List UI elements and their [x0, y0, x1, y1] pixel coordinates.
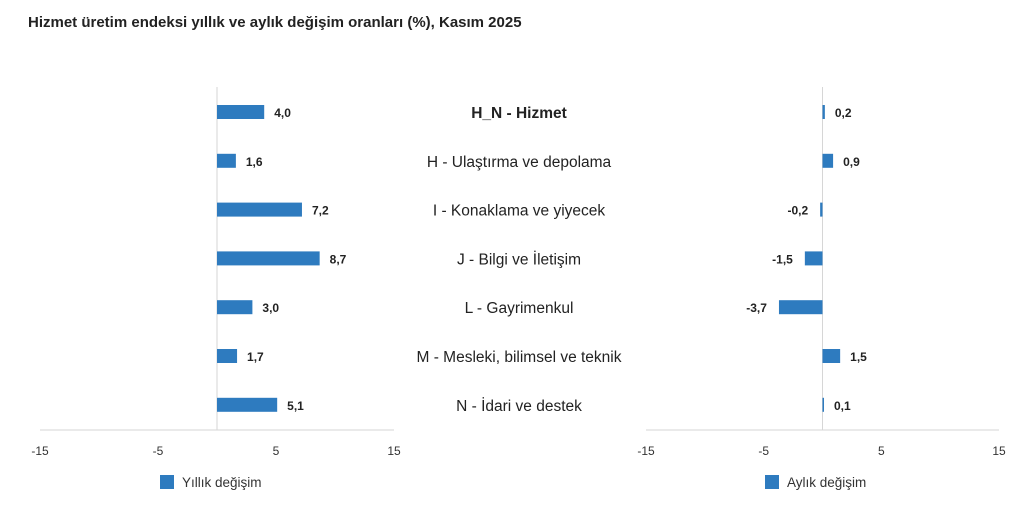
annual-value-label: 1,6	[246, 155, 263, 169]
monthly-legend-swatch	[765, 475, 779, 489]
monthly-legend-label: Aylık değişim	[787, 475, 866, 490]
monthly-bar	[822, 397, 824, 412]
annual-bar	[217, 397, 278, 412]
monthly-tick-label: -15	[637, 444, 655, 458]
monthly-value-label: 0,2	[835, 106, 852, 120]
annual-value-label: 4,0	[274, 106, 291, 120]
chart-title: Hizmet üretim endeksi yıllık ve aylık de…	[28, 14, 522, 31]
annual-bar	[217, 153, 236, 168]
category-label: J - Bilgi ve İletişim	[457, 250, 581, 268]
monthly-value-label: -1,5	[772, 252, 793, 266]
annual-bar	[217, 251, 320, 266]
annual-value-label: 8,7	[330, 252, 347, 266]
annual-tick-label: -5	[153, 444, 164, 458]
category-label: H_N - Hizmet	[471, 105, 567, 122]
monthly-tick-label: 15	[992, 444, 1006, 458]
category-label: N - İdari ve destek	[456, 397, 582, 415]
annual-bar	[217, 300, 253, 315]
monthly-change-panel: -15 -5 5 15 0,2 0,9 -0,2 -1,5 -3,7 1,5 0,1 Aylık de…	[637, 87, 1006, 490]
annual-value-label: 3,0	[262, 301, 279, 315]
monthly-value-label: 1,5	[850, 350, 867, 364]
category-labels: H_N - Hizmet H - Ulaştırma ve depolama I -…	[417, 105, 622, 415]
category-label: L - Gayrimenkul	[465, 300, 574, 317]
monthly-tick-label: -5	[758, 444, 769, 458]
annual-bar	[217, 202, 302, 217]
annual-change-panel: -15 -5 5 15 4,0 1,6 7,2 8,7 3,0 1,7 5,1 Yıllık deği…	[31, 87, 401, 490]
category-label: M - Mesleki, bilimsel ve teknik	[417, 349, 622, 366]
monthly-bar	[820, 202, 823, 217]
monthly-value-label: 0,9	[843, 155, 860, 169]
annual-tick-label: 15	[387, 444, 401, 458]
annual-bar	[217, 105, 265, 119]
annual-legend-swatch	[160, 475, 174, 489]
annual-tick-label: 5	[273, 444, 280, 458]
monthly-value-label: -0,2	[787, 204, 808, 218]
monthly-tick-label: 5	[878, 444, 885, 458]
category-label: H - Ulaştırma ve depolama	[427, 154, 612, 171]
monthly-bar	[822, 153, 834, 168]
annual-value-label: 7,2	[312, 204, 329, 218]
monthly-bar	[778, 300, 823, 315]
annual-legend-label: Yıllık değişim	[182, 475, 262, 490]
category-label: I - Konaklama ve yiyecek	[433, 203, 606, 220]
monthly-bar	[804, 251, 823, 266]
monthly-value-label: -3,7	[746, 301, 767, 315]
annual-value-label: 1,7	[247, 350, 264, 364]
monthly-bar	[822, 105, 825, 119]
annual-value-label: 5,1	[287, 399, 304, 413]
monthly-value-label: 0,1	[834, 399, 851, 413]
annual-tick-label: -15	[31, 444, 49, 458]
annual-bar	[217, 349, 238, 363]
monthly-bar	[822, 349, 841, 363]
